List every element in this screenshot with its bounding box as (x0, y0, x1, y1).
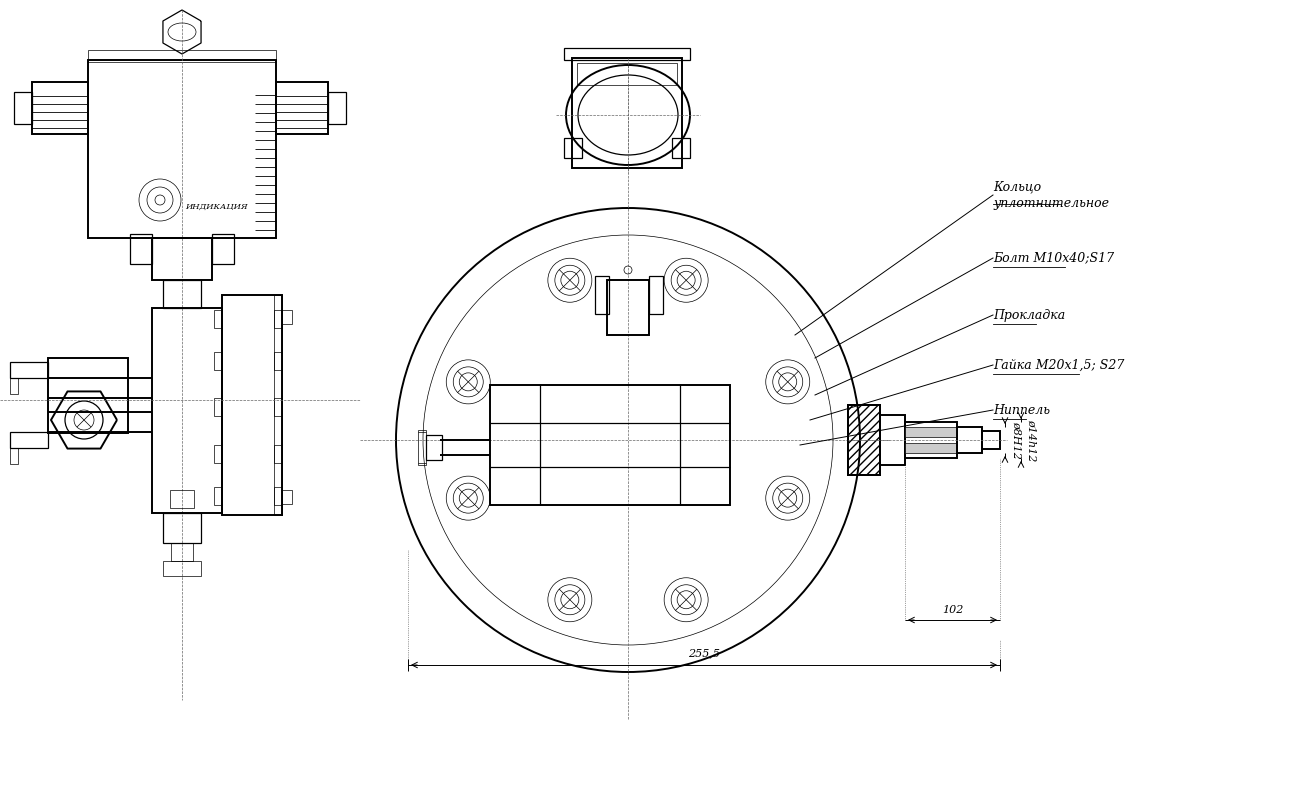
Bar (981, 431, 1000, 449)
Bar (607, 280, 649, 335)
Bar (10, 432, 48, 448)
Bar (214, 352, 222, 370)
Bar (425, 435, 442, 460)
Bar (572, 58, 683, 168)
Bar (171, 543, 193, 561)
Bar (328, 92, 346, 124)
Text: Ниппель: Ниппель (993, 403, 1051, 417)
Bar (130, 234, 151, 264)
Text: Гайка М20х1,5; S27: Гайка М20х1,5; S27 (993, 358, 1125, 372)
Bar (163, 561, 201, 576)
Bar (151, 308, 222, 513)
Text: ø14h12: ø14h12 (1027, 419, 1037, 462)
Bar (87, 50, 275, 62)
Bar (170, 490, 194, 508)
Bar (222, 295, 282, 515)
Bar (214, 445, 222, 463)
Bar (282, 490, 292, 504)
Text: 255,5: 255,5 (688, 648, 720, 658)
Bar (214, 310, 222, 328)
Bar (577, 63, 677, 85)
Bar (672, 138, 690, 158)
Bar (151, 238, 211, 280)
Bar (848, 405, 880, 475)
Bar (282, 310, 292, 324)
Text: Прокладка: Прокладка (993, 308, 1065, 321)
Text: Болт М10х40;S17: Болт М10х40;S17 (993, 252, 1114, 264)
Bar (274, 310, 282, 328)
Bar (848, 405, 880, 475)
Text: 102: 102 (942, 605, 963, 615)
Bar (211, 234, 234, 264)
Bar (10, 362, 48, 378)
Bar (274, 487, 282, 505)
Bar (163, 513, 201, 543)
Bar (274, 445, 282, 463)
Bar (904, 427, 957, 437)
Bar (957, 427, 981, 453)
Bar (564, 138, 582, 158)
Bar (418, 430, 425, 465)
Bar (274, 295, 282, 515)
Bar (10, 378, 18, 394)
Bar (14, 92, 33, 124)
Bar (274, 398, 282, 416)
Bar (48, 358, 128, 433)
Bar (649, 276, 663, 314)
Text: ø8H12: ø8H12 (1011, 421, 1022, 459)
Bar (595, 276, 609, 314)
Bar (275, 82, 328, 134)
Bar (880, 415, 904, 465)
Bar (10, 448, 18, 464)
Text: Кольцо
уплотнительное: Кольцо уплотнительное (993, 180, 1109, 210)
Bar (904, 443, 957, 453)
Bar (163, 280, 201, 308)
Bar (274, 352, 282, 370)
Bar (33, 82, 87, 134)
Bar (904, 422, 957, 458)
Bar (489, 385, 729, 505)
Bar (214, 487, 222, 505)
Bar (87, 60, 275, 238)
Bar (214, 398, 222, 416)
Text: ИНДИКАЦИЯ: ИНДИКАЦИЯ (185, 203, 248, 211)
Bar (564, 48, 690, 60)
